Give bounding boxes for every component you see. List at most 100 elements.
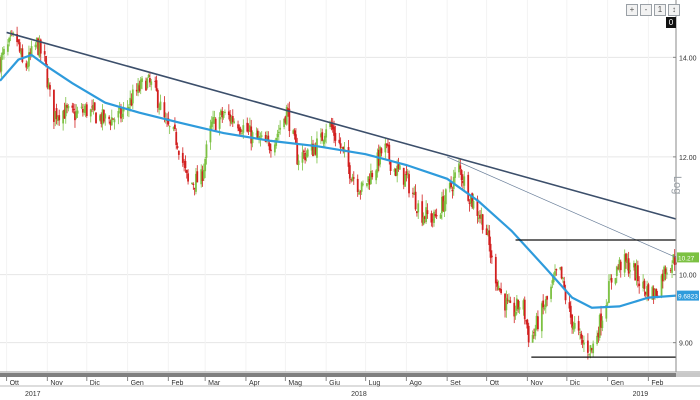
candle-body [467,174,470,201]
candle-body [669,270,672,272]
candle-body [480,214,483,219]
candle-body [535,315,538,329]
zoom-in-button[interactable]: + [626,4,638,16]
candle-body [239,128,242,133]
candle-body [313,146,316,155]
candle-body [546,296,549,300]
candle-body [250,126,253,144]
candle-body [295,134,297,145]
candle-body [442,196,445,211]
candle-body [544,299,547,308]
candle-body [122,108,125,112]
candle-body [17,39,20,43]
candle-body [149,78,151,83]
candle-body [39,39,42,54]
candle-body [167,118,170,125]
candle-body [663,266,666,280]
candle-body [213,117,216,118]
candle-body [92,104,95,110]
candle-body [531,334,534,343]
candle-body [396,165,399,176]
candle-body [81,108,84,113]
candle-body [230,116,233,124]
y-tick-label: 9.00 [679,341,693,348]
scale-toggle-button[interactable]: ↕ [668,4,680,16]
candle-body [494,256,497,284]
candle-body [394,168,397,177]
candle-body [581,340,584,344]
candle-body [80,106,83,108]
candle-body [596,335,598,344]
candle-body [110,117,113,126]
candle-body [131,89,134,104]
candle-body [126,107,129,109]
candle-body [8,37,11,43]
candle-body [316,138,318,158]
candle-body [183,163,186,165]
candle-body [586,340,589,353]
candle-body [312,143,314,157]
candle-body [358,192,360,195]
candle-body [671,264,673,273]
candle-body [255,133,258,135]
candle-body [158,108,161,110]
candles [0,26,677,360]
month-label: Nov [530,380,543,387]
zero-badge[interactable]: 0 [666,17,676,28]
candle-body [150,81,153,85]
candle-body [37,38,40,55]
candle-body [338,139,341,143]
candle-body [665,272,668,275]
candle-body [38,40,41,57]
candle-body [505,297,508,311]
candle-body [54,111,57,120]
candle-body [227,111,230,116]
candle-body [1,52,4,55]
candle-body [661,273,664,282]
candle-body [646,286,648,296]
candle-body [398,165,401,170]
candle-body [504,293,506,311]
candle-body [626,259,629,264]
candle-body [256,130,259,139]
candle-body [533,332,535,334]
candle-body [619,261,622,271]
candle-body [58,115,61,121]
candle-body [237,124,239,129]
candle-body [500,289,502,294]
candle-body [174,124,176,129]
candle-body [592,343,595,354]
y-tick-label: 14.00 [679,55,697,62]
candle-body [506,299,509,301]
month-label: Feb [651,380,663,387]
candle-body [138,85,141,91]
candle-body [444,189,447,205]
candle-body [187,173,189,182]
candle-body [62,110,65,124]
candle-body [339,143,342,148]
candle-body [537,316,539,330]
candle-body [509,300,512,303]
candle-body [490,255,493,258]
candle-body [434,214,437,216]
candle-body [615,266,618,276]
zoom-out-button[interactable]: - [640,4,652,16]
candle-body [385,143,388,146]
reset-zoom-button[interactable]: 1 [654,4,666,16]
candle-body [476,198,479,216]
candle-body [323,135,326,142]
candle-body [380,148,383,154]
candle-body [489,243,492,258]
candle-body [159,101,162,110]
candle-body [458,163,460,173]
candle-body [202,169,205,179]
candle-body [397,164,400,169]
candle-body [508,299,510,302]
candle-body [413,192,416,195]
candle-body [569,305,572,318]
candle-body [145,80,147,91]
candle-body [30,46,33,56]
candle-body [496,281,499,287]
candle-body [99,115,101,121]
candle-body [222,114,225,118]
